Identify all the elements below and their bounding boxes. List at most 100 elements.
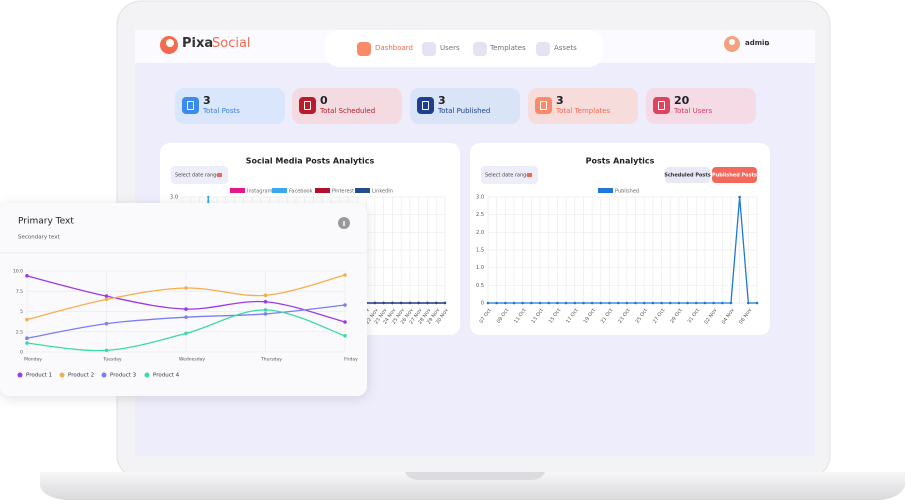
x-tick-label: 31 Oct <box>687 308 701 325</box>
toggle-button[interactable]: Scheduled Posts <box>664 173 711 179</box>
stat-icon <box>653 97 670 114</box>
nav-item[interactable]: Users <box>440 44 460 52</box>
legend-swatch <box>598 188 613 193</box>
data-point <box>104 321 109 326</box>
date-button-bg[interactable] <box>481 166 538 184</box>
chart-title: Posts Analytics <box>586 157 655 166</box>
stat-icon-glyph <box>304 101 311 110</box>
legend-label: Product 3 <box>110 373 137 379</box>
card-subtitle: Secondary text <box>18 235 61 241</box>
data-point <box>608 301 611 305</box>
data-point <box>184 286 188 290</box>
stat-icon-glyph <box>658 101 665 110</box>
data-point <box>25 317 29 322</box>
data-point <box>747 301 750 305</box>
date-button[interactable]: Select date range <box>485 173 529 179</box>
data-point <box>207 195 210 199</box>
y-tick-label: 2.5 <box>16 329 23 335</box>
legend-swatch <box>355 188 370 193</box>
nav-item[interactable]: Dashboard <box>375 44 413 52</box>
legend-label: Instagram <box>247 189 273 195</box>
stat-label: Total Templates <box>556 107 611 115</box>
nav-item[interactable]: Templates <box>490 44 526 52</box>
y-tick-label: 2.5 <box>476 212 484 218</box>
y-tick-label: 10.0 <box>13 269 23 275</box>
x-tick-label: 21 Oct <box>600 308 614 325</box>
data-point <box>590 301 594 305</box>
brand-prefix: Pixa <box>182 36 214 51</box>
data-point <box>104 297 109 302</box>
stat-label: Total Published <box>438 107 491 115</box>
data-point <box>686 301 689 305</box>
date-button[interactable]: Select date range <box>175 173 219 179</box>
data-point <box>263 312 268 316</box>
stat-value: 3 <box>203 94 211 107</box>
stat-icon <box>299 97 316 114</box>
data-point <box>573 301 577 305</box>
data-point <box>399 301 403 305</box>
date-button-bg[interactable] <box>171 166 228 184</box>
data-point <box>343 303 347 307</box>
stat-value: 20 <box>674 94 690 107</box>
data-point <box>25 336 29 341</box>
x-tick-label: 25 Oct <box>635 308 649 325</box>
toggle-button[interactable]: Published Posts <box>712 173 757 179</box>
user-name[interactable]: admin <box>745 39 770 47</box>
y-tick-label: 2.0 <box>476 230 484 236</box>
legend-label: Published <box>615 189 639 195</box>
data-point <box>382 301 385 305</box>
stat-label: Total Scheduled <box>320 107 376 115</box>
data-point <box>25 341 29 345</box>
x-tick-label: 29 Oct <box>669 308 683 325</box>
legend-label: Product 2 <box>68 373 94 379</box>
stat-icon <box>417 97 434 114</box>
data-point <box>343 334 347 338</box>
nav-item[interactable]: Assets <box>554 44 577 52</box>
stat-icon <box>535 97 552 114</box>
data-point <box>426 301 429 305</box>
data-point <box>504 301 507 305</box>
data-point <box>660 301 663 305</box>
stat-value: 3 <box>556 94 564 107</box>
data-point <box>625 301 629 305</box>
data-point <box>651 301 655 305</box>
data-point <box>729 301 733 305</box>
y-tick-label: 5 <box>20 309 23 315</box>
y-tick-label: 0 <box>481 301 484 307</box>
x-tick-label: 11 Oct <box>513 308 527 325</box>
legend-label: Pinterest <box>332 189 354 195</box>
data-point <box>512 301 516 305</box>
x-tick-label: 02 Nov <box>703 308 718 326</box>
x-tick-label: 27 Oct <box>652 308 666 325</box>
data-point <box>642 301 646 305</box>
card-title: Primary Text <box>18 217 74 227</box>
y-tick-label: 0 <box>20 350 23 356</box>
data-point <box>184 315 188 319</box>
x-tick-label: 13 Oct <box>530 308 544 325</box>
data-point <box>556 301 559 305</box>
data-point <box>564 301 568 305</box>
stat-icon-glyph <box>422 101 429 110</box>
y-tick-label: 7.5 <box>16 289 23 295</box>
legend-dot <box>101 372 107 378</box>
date-button-icon <box>527 173 532 177</box>
data-point <box>755 301 759 305</box>
legend-label: Product 4 <box>153 373 180 379</box>
data-point <box>703 301 707 305</box>
legend-swatch <box>272 188 287 193</box>
stat-icon <box>182 97 199 114</box>
x-tick-label: Tuesday <box>102 357 122 363</box>
x-tick-label: Wednesday <box>179 357 205 363</box>
card-bg <box>0 203 367 396</box>
y-tick-label: 3.0 <box>476 195 484 201</box>
toggle-button-bg[interactable] <box>665 167 710 183</box>
y-tick-label: 1.5 <box>476 248 484 254</box>
x-tick-label: Monday <box>24 357 42 363</box>
x-tick-label: 09 Oct <box>496 308 510 325</box>
data-point <box>599 301 603 305</box>
brand-suffix: Social <box>212 36 251 51</box>
data-point <box>443 301 447 305</box>
data-point <box>616 301 620 305</box>
toggle-button-bg[interactable] <box>712 167 757 183</box>
